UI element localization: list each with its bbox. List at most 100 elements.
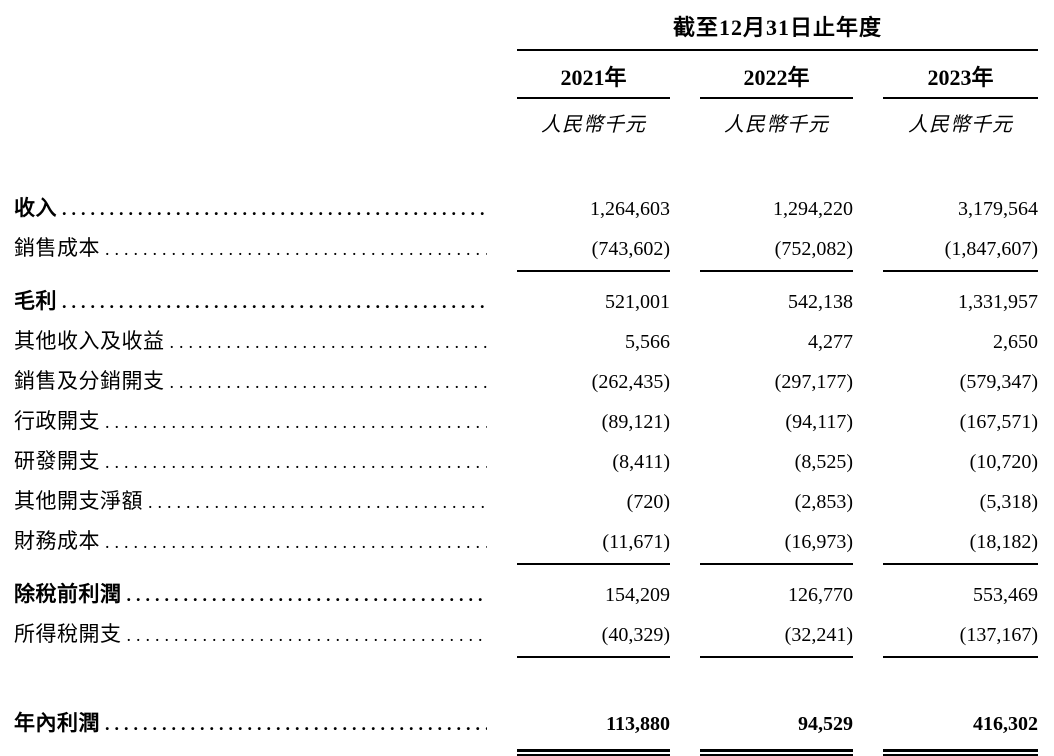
value-cell: (579,347): [959, 371, 1038, 393]
period-header: 截至12月31日止年度: [672, 15, 882, 40]
value-cell: (18,182): [969, 531, 1038, 553]
value-cell: 3,179,564: [958, 198, 1038, 220]
table-row: 財務成本 (11,671) (16,973) (18,182): [14, 520, 1038, 560]
dot-leader: [62, 199, 487, 220]
dot-leader: [170, 332, 488, 353]
row-label-cell: 財務成本: [14, 525, 487, 555]
row-label-cell: 其他收入及收益: [14, 325, 487, 355]
unit-header-row: 人民幣千元 人民幣千元 人民幣千元: [14, 108, 1038, 137]
value-cell: 4,277: [808, 331, 853, 353]
year-label: 2022年: [743, 65, 810, 90]
dot-leader: [105, 714, 487, 735]
rule-row: [14, 563, 1038, 565]
row-label-cell: 除稅前利潤: [14, 578, 487, 608]
table-row: 銷售及分銷開支 (262,435) (297,177) (579,347): [14, 360, 1038, 400]
rule-row: [14, 749, 1038, 756]
single-rule: [517, 270, 670, 272]
value-cell: (1,847,607): [944, 238, 1038, 260]
single-rule: [700, 656, 853, 658]
value-cell: (720): [626, 491, 670, 513]
value-cell: (8,411): [612, 451, 670, 473]
row-label: 除稅前利潤: [14, 582, 122, 606]
table-row: 年內利潤 113,880 94,529 416,302: [14, 702, 1038, 742]
value-cell: 5,566: [625, 331, 670, 353]
value-cell: (94,117): [785, 411, 853, 433]
row-label: 財務成本: [14, 529, 100, 553]
value-cell: 1,331,957: [958, 291, 1038, 313]
single-rule: [883, 563, 1038, 565]
row-label: 銷售及分銷開支: [14, 369, 165, 393]
value-cell: (8,525): [794, 451, 853, 473]
row-label: 其他開支淨額: [14, 489, 143, 513]
row-label: 毛利: [14, 289, 57, 313]
dot-leader: [105, 239, 487, 260]
table-body: 收入 1,264,603 1,294,220 3,179,564 銷售成本 (743,60…: [14, 187, 1038, 756]
row-label: 其他收入及收益: [14, 329, 165, 353]
row-label-cell: 行政開支: [14, 405, 487, 435]
value-cell: (2,853): [794, 491, 853, 513]
table-row: 毛利 521,001 542,138 1,331,957: [14, 280, 1038, 320]
value-cell: 1,264,603: [590, 198, 670, 220]
table-row: 其他開支淨額 (720) (2,853) (5,318): [14, 480, 1038, 520]
period-header-underline: 截至12月31日止年度: [517, 10, 1038, 51]
row-label: 研發開支: [14, 449, 100, 473]
value-cell: 542,138: [788, 291, 853, 313]
value-cell: (89,121): [601, 411, 670, 433]
value-cell: 553,469: [973, 584, 1038, 606]
row-label-cell: 年內利潤: [14, 707, 487, 737]
value-cell: (32,241): [784, 624, 853, 646]
value-cell: (16,973): [784, 531, 853, 553]
dot-leader: [105, 532, 487, 553]
value-cell: 1,294,220: [773, 198, 853, 220]
year-header-row: 2021年 2022年 2023年: [14, 60, 1038, 99]
dot-leader: [170, 372, 488, 393]
year-label: 2021年: [560, 65, 627, 90]
period-header-row: 截至12月31日止年度: [14, 10, 1038, 51]
rule-row: [14, 656, 1038, 658]
row-label-cell: 銷售成本: [14, 232, 487, 262]
table-row: 研發開支 (8,411) (8,525) (10,720): [14, 440, 1038, 480]
year-label: 2023年: [927, 65, 994, 90]
dot-leader: [62, 292, 487, 313]
double-rule: [883, 749, 1038, 756]
table-row: 其他收入及收益 5,566 4,277 2,650: [14, 320, 1038, 360]
value-cell: (11,671): [602, 531, 670, 553]
unit-label: 人民幣千元: [541, 114, 646, 136]
dot-leader: [105, 412, 487, 433]
value-cell: 126,770: [788, 584, 853, 606]
row-label-cell: 銷售及分銷開支: [14, 365, 487, 395]
value-cell: (743,602): [591, 238, 670, 260]
single-rule: [883, 656, 1038, 658]
value-cell: (167,571): [959, 411, 1038, 433]
value-cell: 416,302: [973, 713, 1038, 735]
row-label: 收入: [14, 196, 57, 220]
value-cell: 154,209: [605, 584, 670, 606]
value-cell: 521,001: [605, 291, 670, 313]
dot-leader: [127, 585, 488, 606]
value-cell: 113,880: [606, 713, 670, 735]
table-row: 銷售成本 (743,602) (752,082) (1,847,607): [14, 227, 1038, 267]
value-cell: (5,318): [979, 491, 1038, 513]
table-row: 收入 1,264,603 1,294,220 3,179,564: [14, 187, 1038, 227]
row-label-cell: 研發開支: [14, 445, 487, 475]
single-rule: [700, 270, 853, 272]
double-rule: [517, 749, 670, 756]
row-label: 銷售成本: [14, 236, 100, 260]
value-cell: (137,167): [959, 624, 1038, 646]
dot-leader: [105, 452, 487, 473]
row-label-cell: 毛利: [14, 285, 487, 315]
single-rule: [517, 656, 670, 658]
value-cell: (10,720): [969, 451, 1038, 473]
unit-label: 人民幣千元: [724, 114, 829, 136]
dot-leader: [148, 492, 487, 513]
single-rule: [517, 563, 670, 565]
rule-row: [14, 270, 1038, 272]
dot-leader: [127, 625, 488, 646]
table-row: 行政開支 (89,121) (94,117) (167,571): [14, 400, 1038, 440]
row-label-cell: 所得稅開支: [14, 618, 487, 648]
double-rule: [700, 749, 853, 756]
unit-label: 人民幣千元: [908, 114, 1013, 136]
year-header-2021: 2021年: [517, 60, 670, 99]
single-rule: [700, 563, 853, 565]
